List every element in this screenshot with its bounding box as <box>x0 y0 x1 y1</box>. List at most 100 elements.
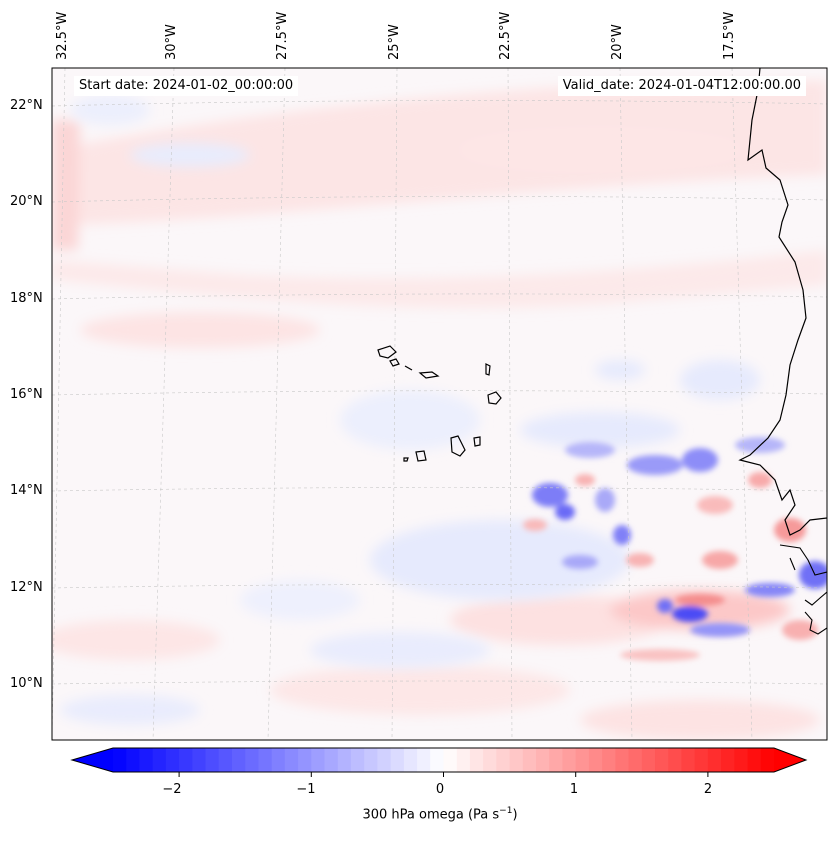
colorbar-segment <box>549 748 564 772</box>
colorbar-segment <box>245 748 260 772</box>
island-santiago <box>450 435 466 457</box>
colorbar-segment <box>628 748 643 772</box>
map-area <box>52 68 827 740</box>
parallel-14n <box>52 487 827 492</box>
colorbar-segment <box>218 748 233 772</box>
parallel-16n <box>52 390 827 396</box>
colorbar-title-text: 300 hPa omega (Pa s <box>362 807 500 823</box>
colorbar-tick-label: 0 <box>435 782 445 797</box>
colorbar-segment <box>575 748 590 772</box>
colorbar-segment <box>443 748 458 772</box>
lat-label: 10°N <box>10 676 43 691</box>
cape-verde-islands <box>377 345 502 462</box>
meridian-25w <box>391 68 398 740</box>
colorbar-segment <box>298 748 312 772</box>
colorbar-segment <box>522 748 537 772</box>
lon-label: 25°W <box>387 24 402 60</box>
colorbar-title: 300 hPa omega (Pa s−1) <box>0 806 837 822</box>
valid-date-label: Valid_date: 2024-01-04T12:00:00.00 <box>557 76 806 96</box>
colorbar-segment <box>760 748 775 772</box>
colorbar-segment <box>311 748 326 772</box>
colorbar-segment <box>139 748 154 772</box>
meridian-20w <box>619 68 633 740</box>
colorbar-segment <box>126 748 141 772</box>
parallel-20n <box>52 196 827 203</box>
colorbar-segment <box>655 748 669 772</box>
colorbar-tick-marks <box>178 772 709 777</box>
colorbar-segment <box>707 748 722 772</box>
colorbar-segment <box>641 748 656 772</box>
meridian-30w <box>152 68 175 740</box>
island-sao-nicolau <box>418 371 440 379</box>
colorbar-segment <box>681 748 696 772</box>
colorbar-segment <box>483 748 497 772</box>
colorbar-segment <box>271 748 286 772</box>
colorbar-segment <box>721 748 735 772</box>
colorbar-segment <box>496 748 511 772</box>
lon-label: 17.5°W <box>722 11 737 60</box>
colorbar-segment <box>747 748 762 772</box>
colorbar-segment <box>152 748 167 772</box>
omega-field-cells <box>523 437 827 661</box>
colorbar-segment <box>562 748 577 772</box>
colorbar-segment <box>113 748 127 772</box>
colorbar-segment <box>258 748 273 772</box>
colorbar-segment <box>536 748 550 772</box>
island-maio <box>473 436 481 447</box>
start-date-prefix: Start date: <box>79 78 149 93</box>
coastline <box>738 68 827 536</box>
colorbar-segment <box>324 748 339 772</box>
colorbar-segment <box>615 748 630 772</box>
colorbar-segment <box>403 748 418 772</box>
lon-label: 27.5°W <box>275 11 290 60</box>
meridian-27-5w <box>267 68 286 740</box>
colorbar-segment <box>337 748 352 772</box>
lat-label: 14°N <box>10 483 43 498</box>
lon-label: 32.5°W <box>55 11 70 60</box>
colorbar-segment <box>205 748 220 772</box>
colorbar-title-close: ) <box>512 807 518 823</box>
colorbar-extend-high <box>774 748 806 772</box>
colorbar-segment <box>668 748 683 772</box>
colorbar-extend-low <box>72 748 113 772</box>
omega-field-negative <box>60 95 760 725</box>
graticule <box>52 68 827 740</box>
colorbar-segment <box>390 748 405 772</box>
colorbar-segment <box>602 748 616 772</box>
colorbar-segment <box>377 748 392 772</box>
colorbar-segment <box>430 748 445 772</box>
start-date-value: 2024-01-02_00:00:00 <box>152 78 294 93</box>
island-fogo <box>415 450 427 462</box>
lon-label: 20°W <box>610 24 625 60</box>
lon-label: 30°W <box>164 24 179 60</box>
parallel-10n <box>52 680 827 685</box>
lat-label: 22°N <box>10 98 43 113</box>
colorbar-segment <box>509 748 524 772</box>
colorbar-tick-label: −1 <box>296 782 316 797</box>
island-boa-vista <box>487 391 502 405</box>
colorbar-segment <box>588 748 603 772</box>
lon-label: 22.5°W <box>498 11 513 60</box>
lat-label: 12°N <box>10 580 43 595</box>
island-sao-vicente <box>389 358 400 367</box>
meridian-22-5w <box>507 68 513 740</box>
colorbar-segment <box>456 748 471 772</box>
island-sal <box>485 363 491 376</box>
parallel-12n <box>52 584 827 589</box>
colorbar-title-exponent: −1 <box>499 806 513 816</box>
start-date-label: Start date: 2024-01-02_00:00:00 <box>74 76 299 96</box>
colorbar-segment <box>179 748 193 772</box>
colorbar-segment <box>165 748 180 772</box>
colorbar-segment <box>231 748 246 772</box>
island-brava <box>403 457 409 462</box>
colorbar-segment <box>364 748 378 772</box>
lat-label: 16°N <box>10 387 43 402</box>
colorbar-tick-label: 1 <box>569 782 579 797</box>
colorbar-segment <box>469 748 484 772</box>
colorbar <box>72 748 806 772</box>
colorbar-outline <box>70 747 808 773</box>
colorbar-segment <box>417 748 431 772</box>
colorbar-segment <box>694 748 709 772</box>
